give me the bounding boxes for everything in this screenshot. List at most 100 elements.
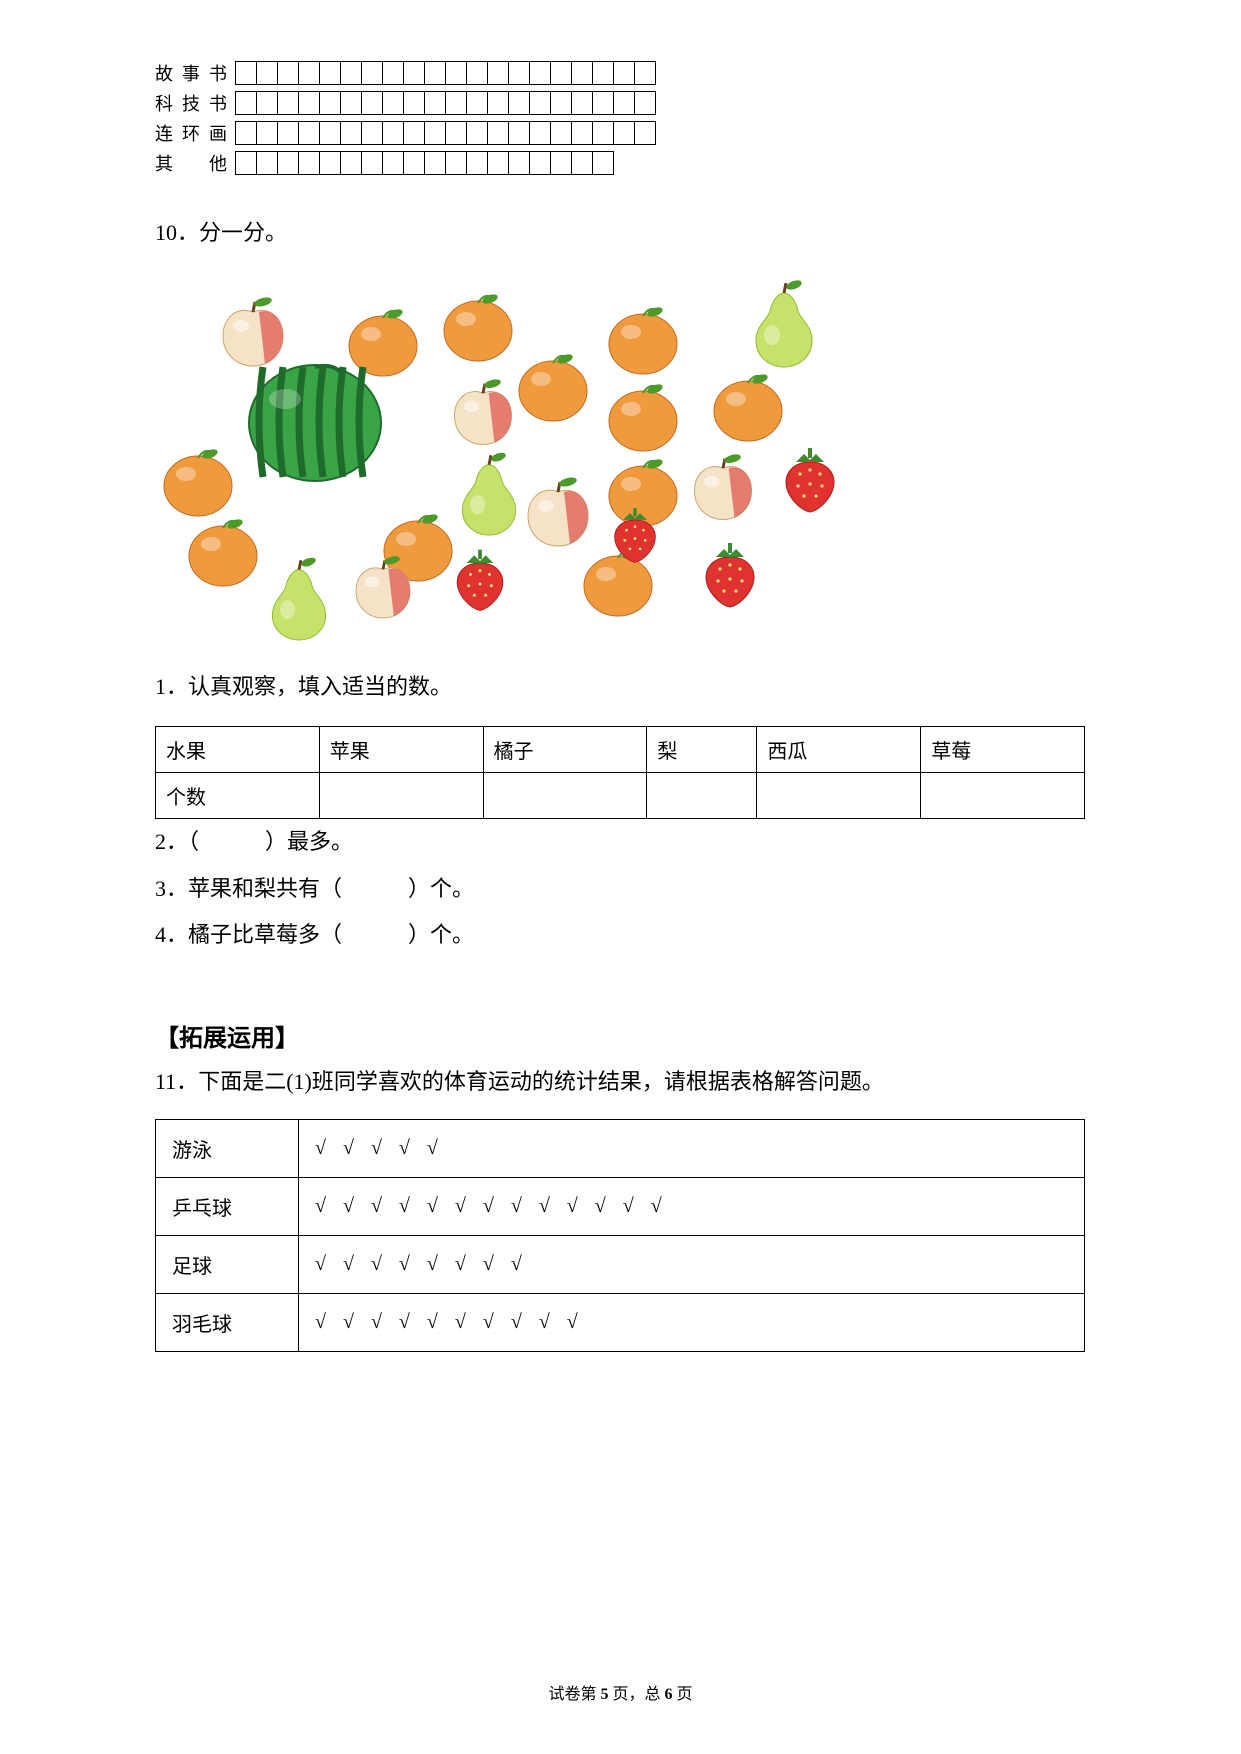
- footer-prefix: 试卷第: [548, 1686, 600, 1703]
- tally-cell[interactable]: [278, 92, 299, 114]
- tally-cell[interactable]: [530, 92, 551, 114]
- tally-cell[interactable]: [509, 92, 530, 114]
- tally-cell[interactable]: [572, 62, 593, 84]
- tally-row-label: 故事书: [155, 60, 227, 86]
- tally-cell[interactable]: [299, 152, 320, 174]
- table-row: 游泳√ √ √ √ √: [156, 1120, 1085, 1178]
- tally-cell[interactable]: [446, 62, 467, 84]
- tally-cell[interactable]: [509, 122, 530, 144]
- tally-cell[interactable]: [467, 92, 488, 114]
- tally-cell[interactable]: [383, 62, 404, 84]
- tally-cell[interactable]: [362, 62, 383, 84]
- tally-cell[interactable]: [425, 92, 446, 114]
- sport-tally: √ √ √ √ √ √ √ √ √ √ √ √ √: [299, 1178, 1085, 1236]
- tally-cell[interactable]: [341, 122, 362, 144]
- tally-cell[interactable]: [593, 62, 614, 84]
- tally-cell[interactable]: [509, 62, 530, 84]
- tally-cell[interactable]: [635, 62, 655, 84]
- tally-cell[interactable]: [278, 122, 299, 144]
- tally-cell[interactable]: [635, 92, 655, 114]
- tally-cell[interactable]: [299, 122, 320, 144]
- table-input-cell[interactable]: [647, 773, 757, 819]
- tally-cell[interactable]: [551, 152, 572, 174]
- tally-cell[interactable]: [467, 152, 488, 174]
- tally-cell[interactable]: [404, 152, 425, 174]
- tally-cell[interactable]: [257, 152, 278, 174]
- sub-q3: 3．苹果和梨共有（ ）个。: [155, 866, 1085, 912]
- tally-cell[interactable]: [362, 122, 383, 144]
- tally-cell[interactable]: [614, 122, 635, 144]
- tally-cell[interactable]: [257, 122, 278, 144]
- tally-cell[interactable]: [257, 92, 278, 114]
- tally-cell[interactable]: [320, 62, 341, 84]
- tally-cell[interactable]: [614, 92, 635, 114]
- tally-cell[interactable]: [530, 152, 551, 174]
- tally-cell[interactable]: [572, 122, 593, 144]
- sport-label: 羽毛球: [156, 1294, 299, 1352]
- q11-text: 下面是二(1)班同学喜欢的体育运动的统计结果，请根据表格解答问题。: [198, 1069, 884, 1094]
- tally-cell[interactable]: [446, 152, 467, 174]
- tally-cell[interactable]: [593, 152, 613, 174]
- apple-icon: [687, 451, 759, 530]
- tally-cell[interactable]: [362, 152, 383, 174]
- tally-cell[interactable]: [341, 152, 362, 174]
- tally-cell[interactable]: [236, 122, 257, 144]
- tally-cell[interactable]: [551, 92, 572, 114]
- tally-cell[interactable]: [425, 62, 446, 84]
- pear-icon: [457, 452, 522, 544]
- tally-cell[interactable]: [320, 152, 341, 174]
- tally-cell[interactable]: [383, 122, 404, 144]
- tally-cell[interactable]: [530, 62, 551, 84]
- tally-cell[interactable]: [236, 62, 257, 84]
- tally-cell[interactable]: [488, 122, 509, 144]
- tally-cell[interactable]: [257, 62, 278, 84]
- tally-cell[interactable]: [404, 62, 425, 84]
- tally-cell[interactable]: [593, 122, 614, 144]
- tally-row: 科技书: [155, 90, 1085, 116]
- table-input-cell[interactable]: [319, 773, 483, 819]
- tally-cell[interactable]: [530, 122, 551, 144]
- tally-cell[interactable]: [404, 122, 425, 144]
- tally-cell[interactable]: [299, 92, 320, 114]
- tally-cell[interactable]: [488, 152, 509, 174]
- sports-tally-table: 游泳√ √ √ √ √乒乓球√ √ √ √ √ √ √ √ √ √ √ √ √足…: [155, 1119, 1085, 1352]
- table-input-cell[interactable]: [483, 773, 647, 819]
- tally-cell[interactable]: [467, 122, 488, 144]
- tally-cell[interactable]: [425, 152, 446, 174]
- fruit-scene: [145, 274, 925, 634]
- tally-boxes: [235, 91, 656, 115]
- tally-cell[interactable]: [551, 122, 572, 144]
- tally-cell[interactable]: [446, 92, 467, 114]
- tally-cell[interactable]: [551, 62, 572, 84]
- tally-cell[interactable]: [236, 92, 257, 114]
- tally-cell[interactable]: [299, 62, 320, 84]
- tally-cell[interactable]: [593, 92, 614, 114]
- tally-cell[interactable]: [488, 92, 509, 114]
- tally-cell[interactable]: [362, 92, 383, 114]
- tally-cell[interactable]: [425, 122, 446, 144]
- tally-cell[interactable]: [320, 92, 341, 114]
- tally-cell[interactable]: [467, 62, 488, 84]
- orange-icon: [605, 302, 681, 383]
- table-input-cell[interactable]: [921, 773, 1085, 819]
- tally-cell[interactable]: [635, 122, 655, 144]
- tally-cell[interactable]: [509, 152, 530, 174]
- tally-cell[interactable]: [278, 152, 299, 174]
- tally-cell[interactable]: [341, 92, 362, 114]
- apple-icon: [447, 376, 519, 455]
- tally-cell[interactable]: [278, 62, 299, 84]
- tally-cell[interactable]: [488, 62, 509, 84]
- tally-cell[interactable]: [446, 122, 467, 144]
- tally-cell[interactable]: [341, 62, 362, 84]
- table-header-cell: 苹果: [319, 727, 483, 773]
- tally-cell[interactable]: [572, 92, 593, 114]
- tally-cell[interactable]: [383, 92, 404, 114]
- table-header-cell: 梨: [647, 727, 757, 773]
- tally-cell[interactable]: [383, 152, 404, 174]
- tally-cell[interactable]: [404, 92, 425, 114]
- table-input-cell[interactable]: [757, 773, 921, 819]
- tally-cell[interactable]: [320, 122, 341, 144]
- tally-cell[interactable]: [236, 152, 257, 174]
- tally-cell[interactable]: [572, 152, 593, 174]
- tally-cell[interactable]: [614, 62, 635, 84]
